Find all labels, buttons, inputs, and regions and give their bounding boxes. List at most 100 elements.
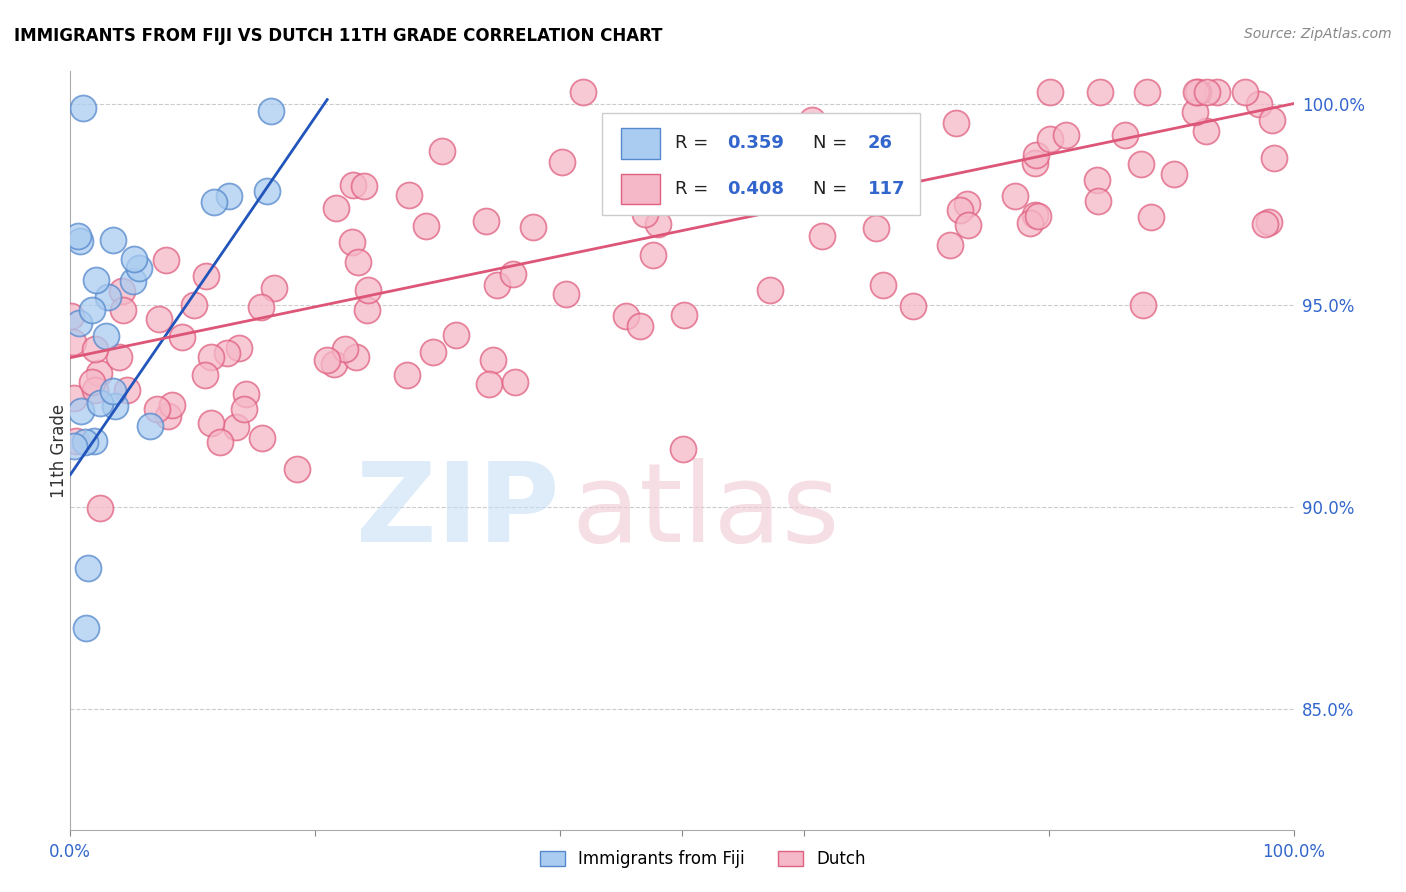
Point [128, 261, 150, 276]
Text: 26: 26 [868, 135, 893, 153]
Point [522, 220, 544, 235]
Point [761, 188, 783, 202]
Text: atlas: atlas [572, 458, 841, 565]
Point [59, 310, 82, 324]
Point [107, 350, 129, 364]
Point [1054, 128, 1077, 142]
Point [194, 368, 217, 382]
Point [1197, 85, 1219, 99]
Text: 117: 117 [868, 180, 905, 198]
Point [939, 238, 962, 252]
Point [1206, 85, 1229, 99]
Bar [602, 113, 921, 216]
Text: IMMIGRANTS FROM FIJI VS DUTCH 11TH GRADE CORRELATION CHART: IMMIGRANTS FROM FIJI VS DUTCH 11TH GRADE… [14, 27, 662, 45]
Point [285, 462, 308, 476]
Point [115, 383, 138, 397]
Point [73, 434, 96, 449]
Y-axis label: 11th Grade: 11th Grade [51, 403, 67, 498]
Point [395, 368, 418, 383]
Point [170, 329, 193, 343]
Point [1039, 132, 1062, 146]
Text: R =: R = [675, 135, 714, 153]
Point [80, 302, 103, 317]
Point [87, 366, 110, 380]
Point [97, 290, 120, 304]
Point [139, 418, 162, 433]
Point [96, 329, 118, 343]
Point [252, 431, 274, 445]
Point [683, 170, 706, 185]
Point [228, 341, 250, 355]
Point [1233, 85, 1256, 99]
Point [200, 416, 222, 430]
Point [647, 217, 669, 231]
Point [502, 267, 524, 281]
Point [89, 500, 111, 515]
Point [957, 218, 980, 232]
Point [256, 184, 278, 198]
Point [1187, 85, 1209, 99]
Point [956, 196, 979, 211]
Point [63, 439, 86, 453]
Point [62, 335, 84, 350]
Point [121, 274, 143, 288]
Point [572, 85, 595, 99]
Point [249, 300, 271, 314]
Point [70, 404, 93, 418]
Point [903, 299, 925, 313]
Point [1254, 217, 1277, 231]
Point [1163, 168, 1185, 182]
Point [628, 319, 651, 334]
Point [486, 277, 509, 292]
Point [112, 302, 135, 317]
Point [69, 316, 91, 330]
Point [72, 101, 94, 115]
Point [183, 298, 205, 312]
Point [325, 201, 347, 215]
Point [555, 286, 578, 301]
Point [865, 221, 887, 235]
Point [945, 116, 967, 130]
Point [672, 308, 695, 322]
Point [356, 283, 378, 297]
Point [215, 346, 238, 360]
Point [893, 190, 915, 204]
Point [145, 402, 167, 417]
Point [623, 190, 645, 204]
Point [84, 383, 107, 397]
Point [346, 254, 368, 268]
Point [643, 248, 665, 262]
Point [872, 277, 894, 292]
Point [800, 112, 823, 127]
Point [422, 344, 444, 359]
Point [1087, 194, 1109, 209]
Point [1024, 156, 1046, 170]
Point [1004, 189, 1026, 203]
Point [84, 342, 107, 356]
Point [1114, 128, 1136, 142]
Point [1024, 208, 1046, 222]
Point [335, 342, 357, 356]
Bar [621, 128, 659, 159]
Point [316, 352, 339, 367]
Point [225, 419, 247, 434]
Point [634, 207, 657, 221]
Point [76, 561, 98, 575]
Point [356, 303, 378, 318]
Text: N =: N = [813, 135, 853, 153]
Point [1247, 96, 1270, 111]
Point [1039, 85, 1062, 99]
Point [218, 189, 240, 203]
Point [1263, 151, 1285, 165]
Point [63, 391, 86, 405]
Point [1132, 298, 1154, 312]
Point [353, 179, 375, 194]
Point [67, 228, 90, 243]
Point [344, 350, 367, 364]
Point [398, 188, 420, 202]
Point [202, 195, 225, 210]
Point [65, 434, 87, 448]
Point [104, 399, 127, 413]
Point [1085, 173, 1108, 187]
Point [551, 155, 574, 169]
